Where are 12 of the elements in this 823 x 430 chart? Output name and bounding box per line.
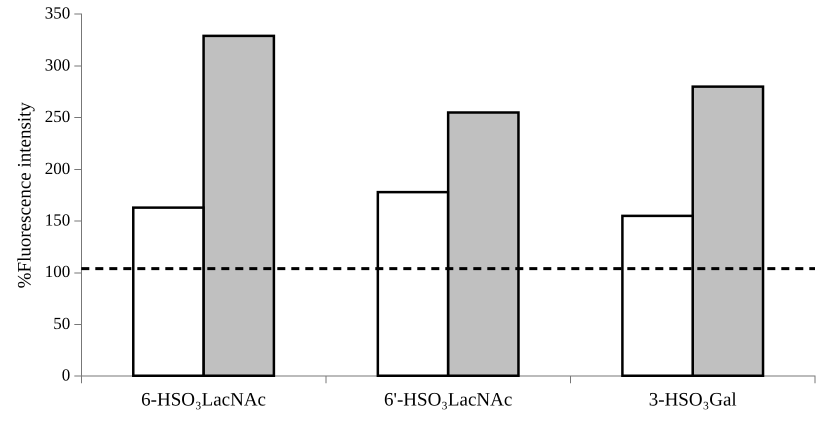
y-tick-label: 50 [53, 314, 70, 333]
y-tick-label: 350 [44, 4, 70, 23]
x-tick-label: 6-HSO₃LacNAc [141, 390, 266, 411]
y-tick-label: 200 [44, 158, 70, 178]
y-tick-label: 100 [44, 262, 70, 282]
x-tick-label: 6'-HSO₃LacNAc [384, 390, 512, 411]
x-tick-label: 3-HSO₃Gal [648, 390, 737, 411]
y-tick-label: 300 [44, 55, 70, 74]
y-tick-label: 0 [62, 366, 70, 385]
y-tick-label: 150 [44, 210, 70, 230]
y-axis-title: %Fluorescence intensity [14, 102, 36, 288]
y-tick-label: 250 [44, 107, 70, 126]
